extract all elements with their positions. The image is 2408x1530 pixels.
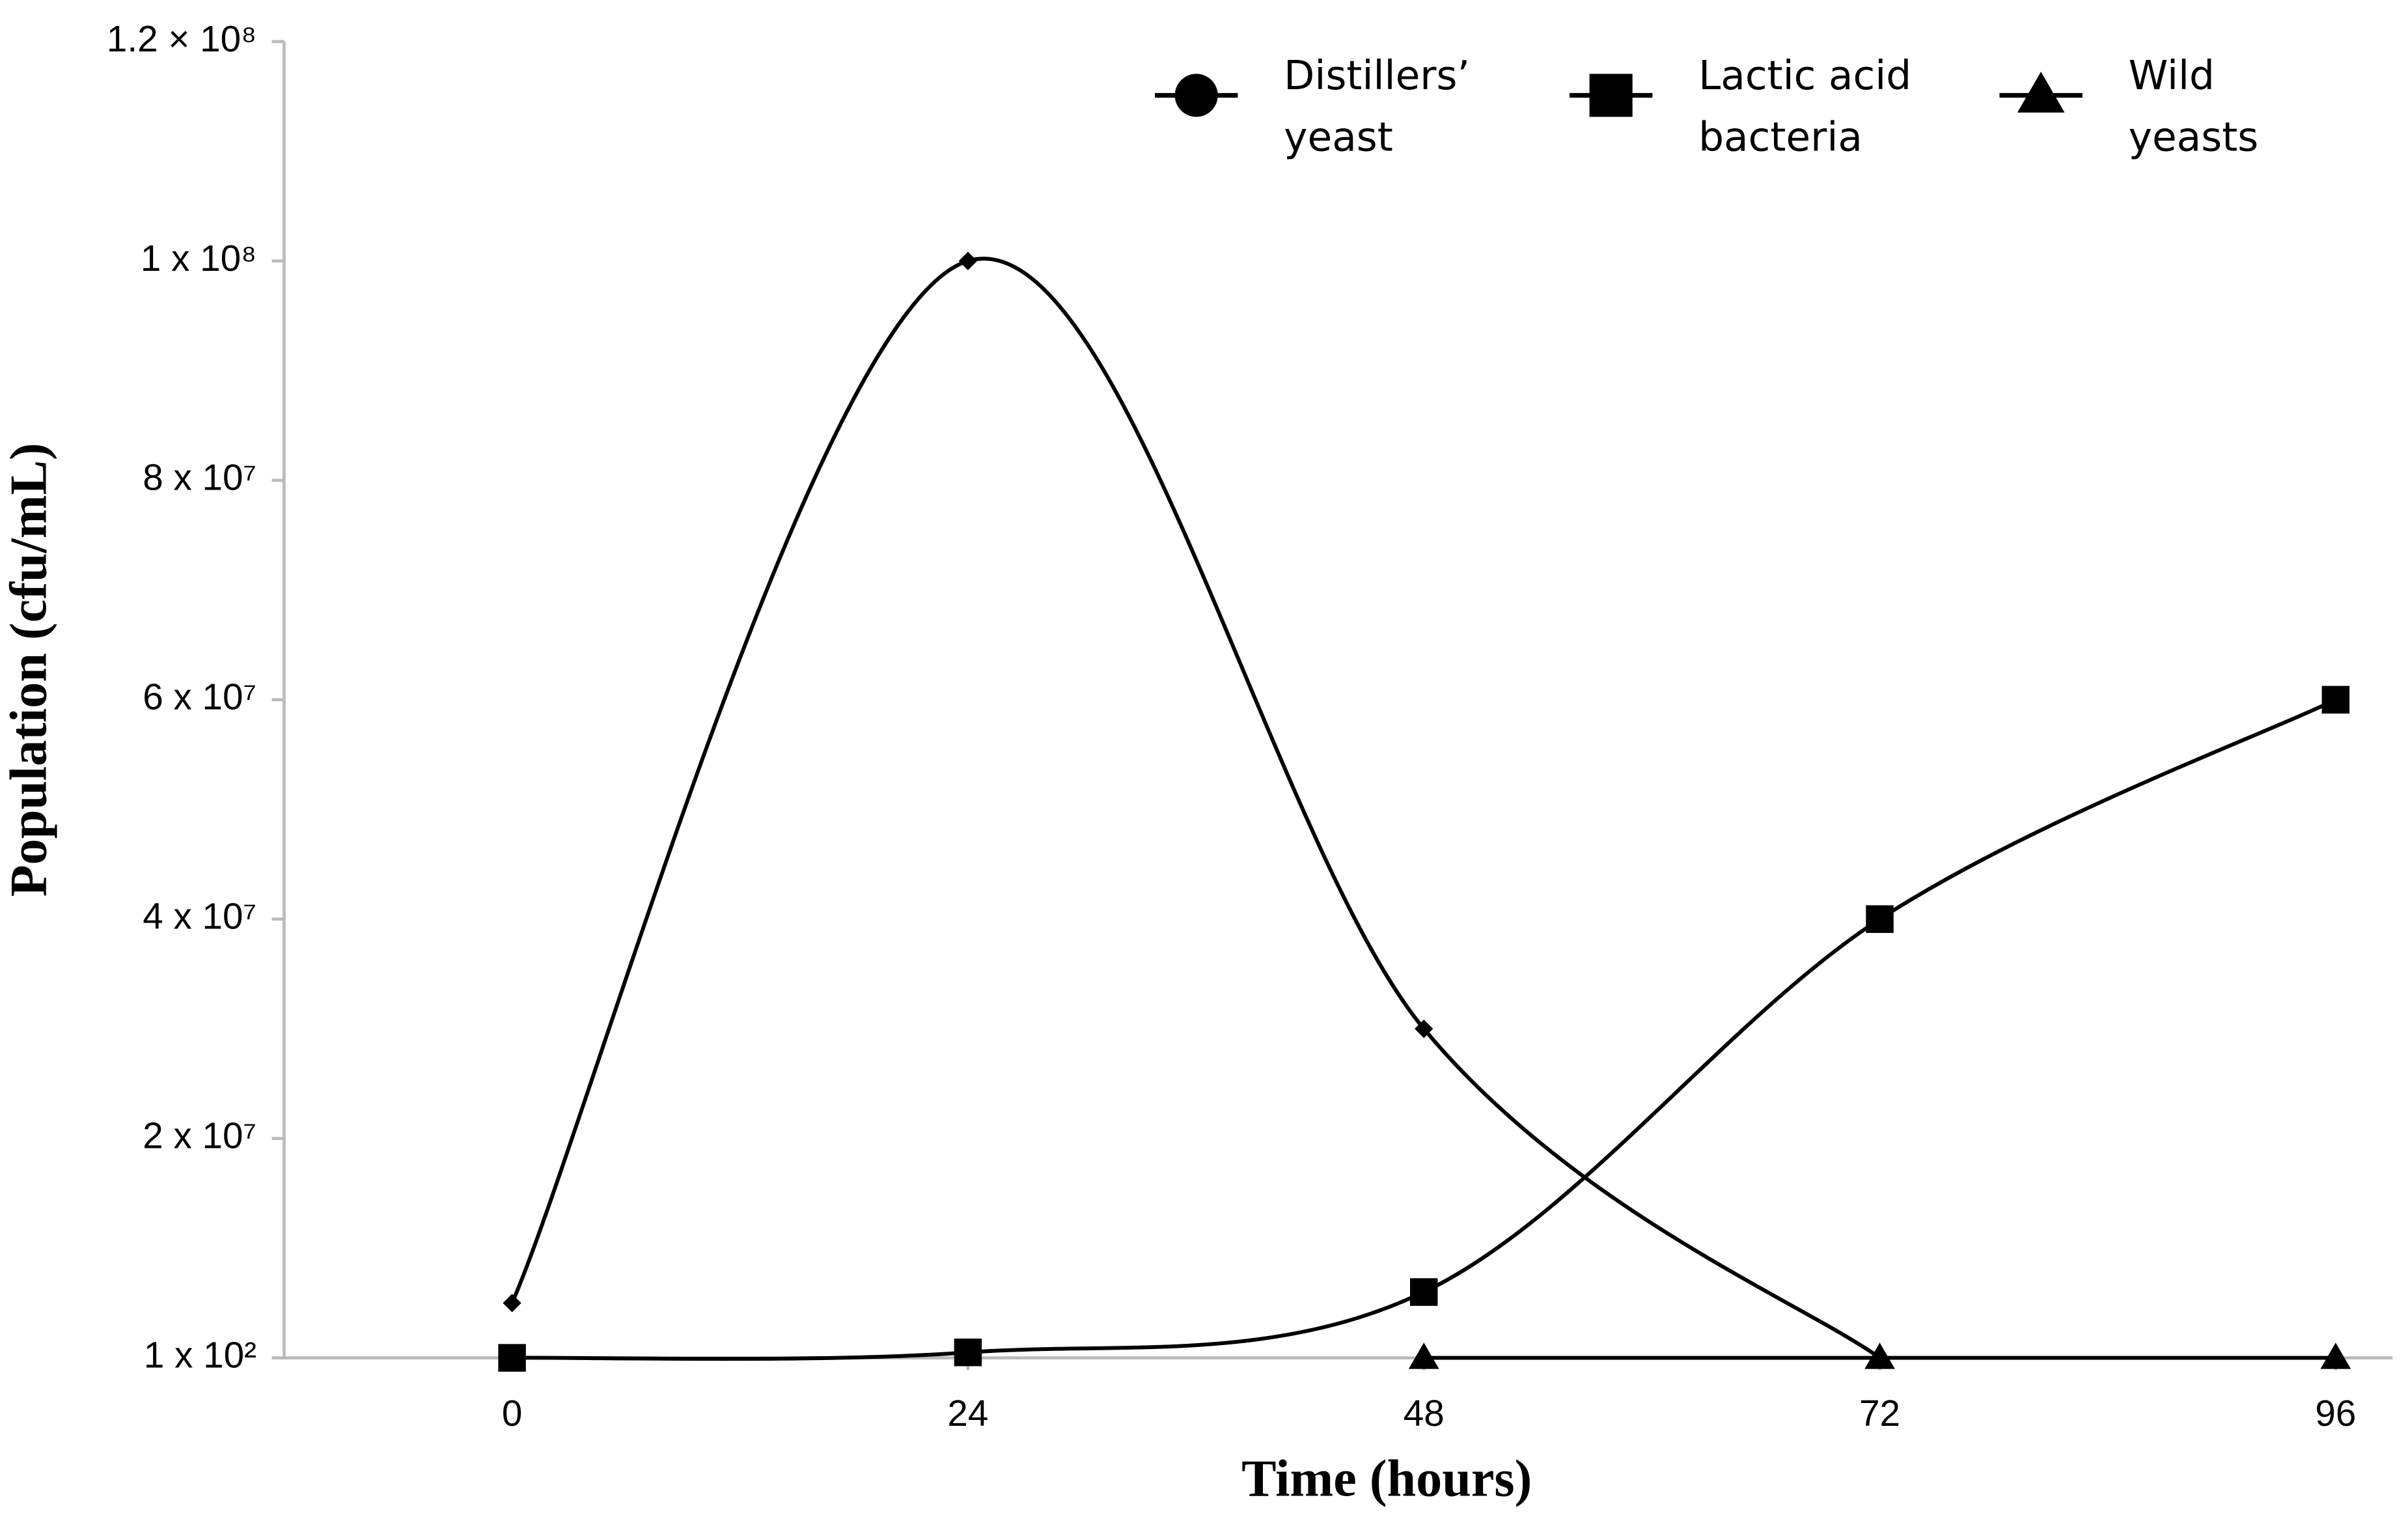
y-tick-label: 4 x 10⁷ xyxy=(143,896,256,937)
x-tick-label: 48 xyxy=(1404,1393,1445,1434)
legend-item: Lactic acid bacteria xyxy=(1569,53,1912,161)
marker xyxy=(498,1344,526,1372)
marker xyxy=(2320,1342,2351,1369)
y-tick-label: 6 x 10⁷ xyxy=(143,676,256,717)
x-tick-label: 0 xyxy=(502,1393,522,1434)
x-axis-title: Time (hours) xyxy=(1241,1450,1532,1507)
legend-item: Wild yeasts xyxy=(1999,53,2259,161)
legend-label: Wild yeasts xyxy=(2128,53,2259,161)
legend-label-box: Wild yeasts xyxy=(2128,53,2259,161)
y-tick-label: 2 x 10⁷ xyxy=(143,1115,256,1156)
marker xyxy=(1866,905,1894,933)
marker xyxy=(2321,686,2350,714)
legend-label-box: Distillers’ yeast xyxy=(1284,53,1470,161)
legend-item: Distillers’ yeast xyxy=(1155,53,1470,161)
y-tick-label: 1 x 10⁸ xyxy=(141,238,256,279)
y-tick-label: 1.2 × 10⁸ xyxy=(107,18,256,59)
y-tick-label: 1 x 10² xyxy=(144,1335,256,1376)
legend-label: Distillers’ yeast xyxy=(1284,53,1470,161)
series-line xyxy=(510,257,1881,1359)
x-tick-label: 96 xyxy=(2315,1393,2356,1434)
legend-marker xyxy=(1589,74,1633,117)
marker xyxy=(1864,1342,1895,1369)
x-tick-label: 72 xyxy=(1859,1393,1900,1434)
y-axis-title: Population (cfu/mL) xyxy=(0,443,57,897)
marker xyxy=(1408,1342,1439,1369)
marker xyxy=(1409,1278,1438,1306)
legend-marker xyxy=(2017,72,2065,113)
legend-label: Lactic acid bacteria xyxy=(1698,53,1912,161)
legend-label-box: Lactic acid bacteria xyxy=(1698,53,1912,161)
marker xyxy=(1415,1020,1433,1038)
marker xyxy=(503,1294,521,1313)
legend-marker xyxy=(1174,74,1218,117)
x-tick-label: 24 xyxy=(947,1393,988,1434)
series-line xyxy=(512,698,2337,1361)
y-tick-label: 8 x 10⁷ xyxy=(143,457,256,498)
marker xyxy=(954,1338,982,1367)
